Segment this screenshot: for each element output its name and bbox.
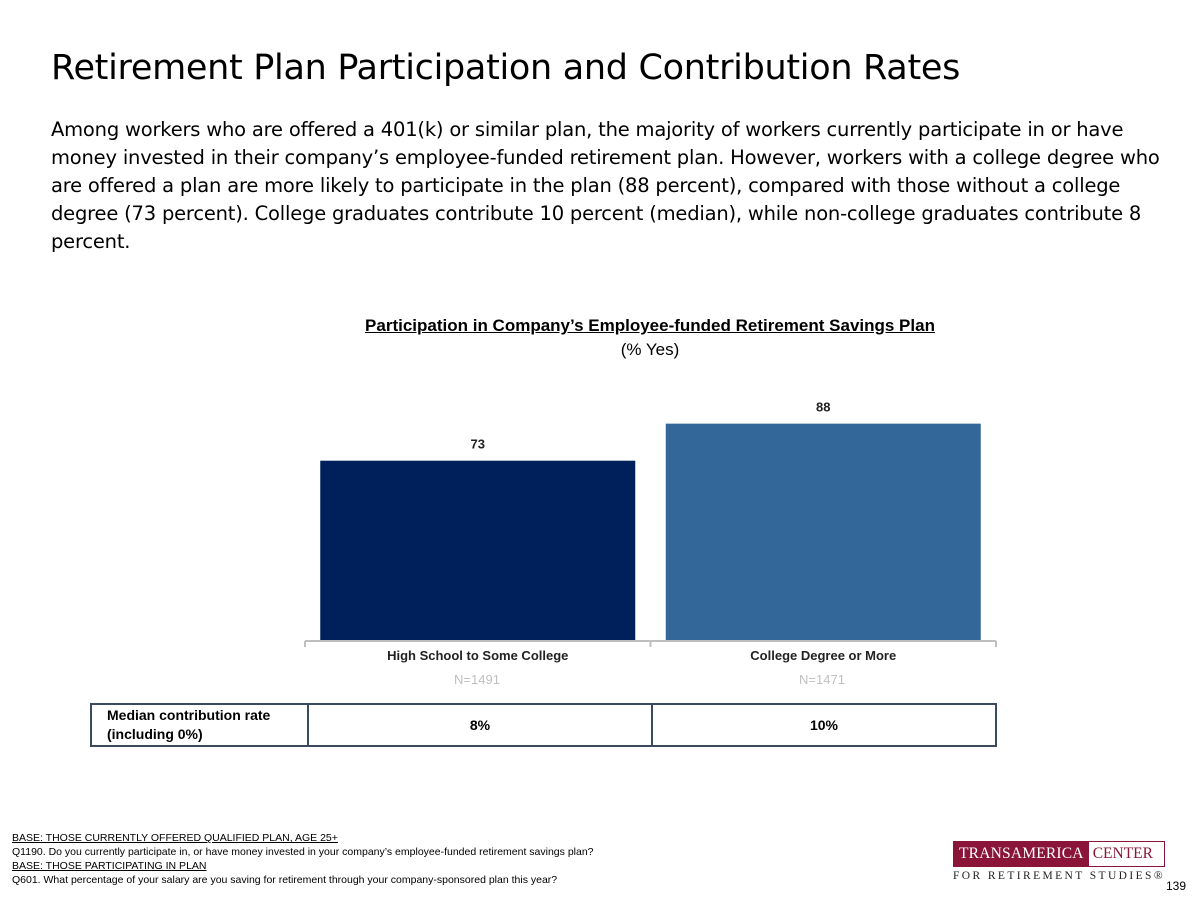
chart-title: Participation in Company’s Employee-fund…: [365, 316, 935, 335]
category-label: College Degree or More: [750, 648, 896, 663]
bar: [320, 460, 636, 641]
logo-wordmark: TRANSAMERICA CENTER: [953, 841, 1165, 867]
page-title: Retirement Plan Participation and Contri…: [51, 48, 961, 88]
median-value-cell: 10%: [651, 703, 997, 747]
median-row-label: Median contribution rate (including 0%): [90, 703, 309, 747]
sample-size-label: N=1491: [454, 672, 500, 687]
data-label: 88: [816, 400, 830, 415]
sample-size-label: N=1471: [799, 672, 845, 687]
logo-tagline: FOR RETIREMENT STUDIES®: [953, 870, 1165, 882]
footnotes: BASE: THOSE CURRENTLY OFFERED QUALIFIED …: [12, 831, 594, 887]
bar-chart: 73 High School to Some College 88 College D…: [304, 400, 997, 663]
table-row: Median contribution rate (including 0%) …: [90, 703, 997, 747]
page-number: 139: [1166, 879, 1187, 893]
transamerica-logo: TRANSAMERICA CENTER FOR RETIREMENT STUDI…: [953, 841, 1165, 882]
base-note: BASE: THOSE PARTICIPATING IN PLAN: [12, 860, 207, 872]
base-note: BASE: THOSE CURRENTLY OFFERED QUALIFIED …: [12, 832, 338, 844]
intro-paragraph: Among workers who are offered a 401(k) o…: [51, 118, 1160, 253]
chart-subtitle: (% Yes): [620, 340, 680, 359]
logo-center-text: CENTER: [1092, 845, 1153, 862]
data-label: 73: [471, 437, 485, 452]
logo-brand-text: TRANSAMERICA: [954, 842, 1089, 866]
question-note: Q601. What percentage of your salary are…: [12, 874, 558, 886]
bar: [665, 423, 981, 641]
category-label: High School to Some College: [387, 648, 568, 663]
median-contribution-table: Median contribution rate (including 0%) …: [90, 703, 997, 747]
question-note: Q1190. Do you currently participate in, …: [12, 846, 594, 858]
median-value-cell: 8%: [307, 703, 653, 747]
